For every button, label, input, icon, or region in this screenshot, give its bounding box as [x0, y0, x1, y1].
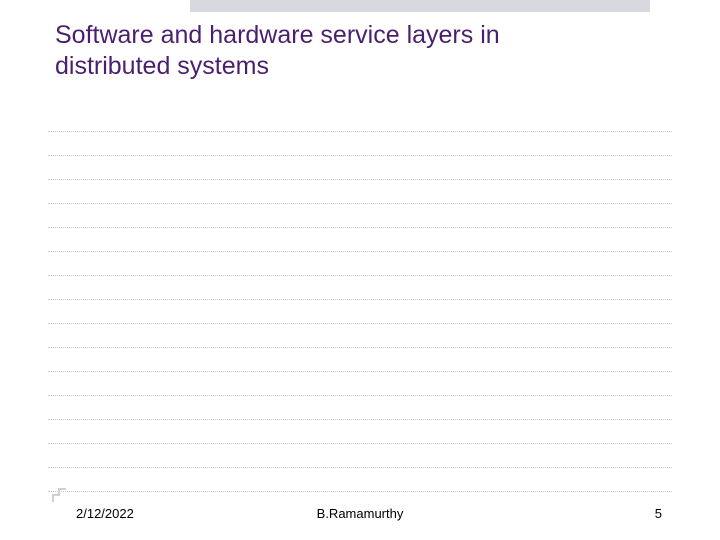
ruled-line: [48, 396, 672, 420]
ruled-line: [48, 252, 672, 276]
ruled-line: [48, 132, 672, 156]
ruled-line: [48, 324, 672, 348]
slide-title: Software and hardware service layers in …: [55, 20, 615, 83]
footer-date: 2/12/2022: [76, 506, 134, 521]
top-accent-bar: [190, 0, 650, 12]
ruled-line: [48, 204, 672, 228]
ruled-line: [48, 228, 672, 252]
ruled-line: [48, 420, 672, 444]
ruled-line: [48, 180, 672, 204]
ruled-line: [48, 156, 672, 180]
footer-author: B.Ramamurthy: [317, 506, 404, 521]
ruled-line: [48, 468, 672, 492]
ruled-lines-area: [48, 108, 672, 490]
ruled-line: [48, 372, 672, 396]
ruled-line: [48, 276, 672, 300]
slide-footer: 2/12/2022 B.Ramamurthy 5: [0, 506, 720, 524]
ruled-line: [48, 444, 672, 468]
ruled-line: [48, 300, 672, 324]
footer-page-number: 5: [655, 506, 662, 521]
ruled-line: [48, 348, 672, 372]
corner-accent-icon: [52, 488, 66, 502]
ruled-line: [48, 108, 672, 132]
